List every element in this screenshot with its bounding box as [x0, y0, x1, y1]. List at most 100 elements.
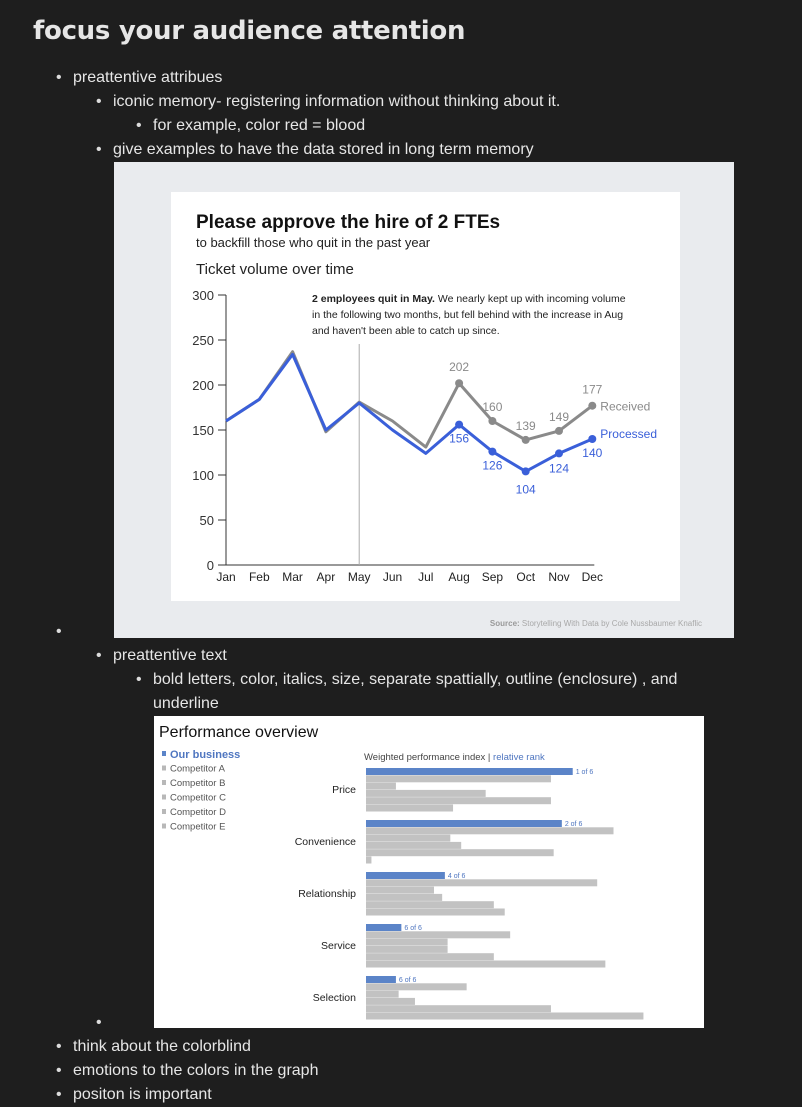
category-label: Price: [332, 784, 356, 796]
bar-our-business: [366, 976, 396, 983]
bar-competitor: [366, 789, 486, 797]
bullet-position: positon is important: [56, 1083, 212, 1107]
bar-our-business: [366, 768, 573, 775]
legend-swatch: [162, 809, 166, 814]
category-label: Selection: [313, 992, 356, 1004]
category-label: Service: [321, 940, 356, 952]
x-tick-label: Apr: [317, 570, 336, 584]
data-label: 156: [449, 432, 469, 446]
x-tick-label: Jun: [383, 570, 402, 584]
x-tick-label: May: [348, 570, 371, 584]
bullet-iconic-memory: iconic memory- registering information w…: [96, 90, 560, 114]
rank-label: 6 of 6: [399, 977, 417, 984]
rank-label: 1 of 6: [576, 769, 594, 776]
data-label: 177: [582, 383, 602, 397]
bar-competitor: [366, 960, 606, 968]
bar-competitor: [366, 886, 434, 894]
bullet-emotions: emotions to the colors in the graph: [56, 1059, 319, 1083]
bar-competitor: [366, 775, 551, 783]
bar-competitor: [366, 879, 598, 887]
y-tick-label: 200: [192, 378, 214, 393]
data-point: [555, 426, 563, 435]
data-point: [455, 420, 464, 429]
chart-annotation-2: in the following two months, but fell be…: [312, 309, 623, 321]
bar-competitor: [366, 849, 554, 857]
bar-our-business: [366, 820, 562, 827]
bar-competitor: [366, 997, 415, 1005]
bullet-colorblind: think about the colorblind: [56, 1035, 251, 1059]
y-tick-label: 150: [192, 423, 214, 438]
bar-competitor: [366, 953, 494, 961]
bar-competitor: [366, 938, 448, 946]
legend-entry: Competitor E: [170, 822, 225, 833]
data-label: 202: [449, 360, 469, 374]
ticket-volume-image: Please approve the hire of 2 FTEs to bac…: [114, 162, 734, 638]
legend-swatch: [162, 823, 166, 829]
x-tick-label: Jul: [418, 570, 433, 584]
rank-label: 2 of 6: [565, 821, 583, 828]
bar-our-business: [366, 924, 402, 931]
performance-overview-image: Performance overview Weighted performanc…: [154, 716, 704, 1028]
bar-competitor: [366, 901, 494, 909]
bullet-preattentive-attributes: preattentive attribues: [56, 66, 222, 90]
data-point: [588, 401, 597, 410]
chart-annotation-3: and haven't been able to catch up since.: [312, 325, 500, 337]
rank-label: 6 of 6: [404, 925, 422, 932]
data-label: 126: [482, 459, 502, 473]
bullet-color-example: for example, color red = blood: [136, 114, 365, 138]
data-point: [521, 435, 530, 444]
data-label: 104: [516, 482, 536, 496]
y-tick-label: 0: [207, 558, 214, 573]
chart-subheadline: to backfill those who quit in the past y…: [196, 235, 431, 250]
x-tick-label: Feb: [249, 570, 270, 584]
bar-competitor: [366, 797, 551, 805]
data-point: [521, 467, 530, 476]
bar-competitor: [366, 1005, 551, 1013]
y-tick-label: 100: [192, 468, 214, 483]
data-label: 124: [549, 461, 569, 475]
series-line-processed: [225, 352, 593, 473]
chart-annotation-1: 2 employees quit in May. We nearly kept …: [312, 293, 626, 305]
bullet-text-attributes-cont: underline: [153, 695, 219, 712]
performance-overview-chart: Performance overview Weighted performanc…: [159, 724, 644, 1020]
bar-competitor: [366, 945, 448, 953]
x-tick-label: Oct: [516, 570, 535, 584]
legend-entry: Competitor A: [170, 764, 226, 775]
source-note: Source: Storytelling With Data by Cole N…: [489, 619, 702, 628]
bar-competitor: [366, 908, 505, 916]
x-tick-label: Mar: [282, 570, 303, 584]
legend-swatch: [162, 794, 166, 800]
data-label: 139: [516, 419, 536, 433]
category-label: Convenience: [295, 836, 356, 848]
series-name-label: Processed: [600, 427, 657, 441]
page-title: focus your audience attention: [33, 16, 466, 46]
bar-competitor: [366, 931, 511, 939]
x-tick-label: Dec: [582, 570, 603, 584]
bar-competitor: [366, 856, 372, 864]
bar-competitor: [366, 983, 467, 991]
data-label: 140: [582, 446, 602, 460]
bar-competitor: [366, 782, 396, 790]
x-tick-label: Jan: [216, 570, 235, 584]
data-point: [488, 447, 497, 456]
legend-entry: Our business: [170, 749, 240, 761]
rank-label: 4 of 6: [448, 873, 466, 880]
legend-entry: Competitor C: [170, 793, 226, 804]
x-tick-label: Aug: [448, 570, 469, 584]
series-name-label: Received: [600, 400, 650, 414]
data-point: [455, 379, 464, 388]
chart-title: Ticket volume over time: [196, 261, 354, 278]
chart-headline: Please approve the hire of 2 FTEs: [196, 212, 500, 233]
bar-competitor: [366, 1012, 644, 1020]
ticket-volume-chart: Please approve the hire of 2 FTEs to bac…: [192, 212, 657, 584]
bullet-text-attributes: bold letters, color, italics, size, sepa…: [136, 668, 677, 692]
bar-competitor: [366, 893, 443, 901]
series-line-received: [225, 350, 594, 449]
data-label: 160: [482, 400, 502, 414]
legend-swatch: [162, 765, 166, 771]
bar-competitor: [366, 827, 614, 835]
bar-competitor: [366, 990, 399, 998]
y-tick-label: 50: [200, 513, 214, 528]
perf-axis-label: Weighted performance index | relative ra…: [364, 752, 545, 763]
bar-our-business: [366, 872, 445, 879]
